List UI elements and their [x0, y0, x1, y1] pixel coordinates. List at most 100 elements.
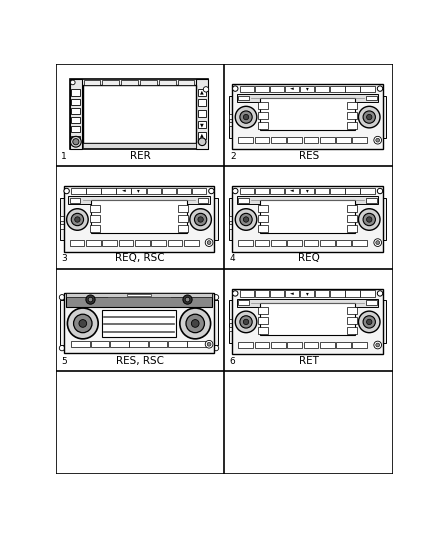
Bar — [71, 117, 80, 123]
Text: ◄: ◄ — [290, 291, 294, 296]
Circle shape — [367, 217, 372, 222]
Bar — [345, 188, 360, 194]
Bar — [336, 239, 351, 246]
Bar — [86, 188, 101, 194]
Bar — [304, 342, 318, 348]
Circle shape — [376, 343, 380, 347]
Bar — [184, 239, 198, 246]
Bar — [229, 224, 232, 229]
Bar — [192, 188, 206, 194]
Bar — [83, 143, 196, 148]
Bar — [70, 198, 81, 203]
Bar — [347, 112, 357, 119]
Circle shape — [358, 311, 380, 333]
Bar — [71, 188, 85, 194]
Text: ◄: ◄ — [122, 189, 125, 193]
Bar — [304, 137, 318, 143]
Circle shape — [233, 188, 238, 193]
Bar — [353, 137, 367, 143]
Circle shape — [86, 295, 95, 304]
Bar — [271, 239, 286, 246]
Circle shape — [240, 213, 252, 225]
Bar — [271, 137, 286, 143]
Bar — [71, 99, 80, 105]
Bar — [360, 188, 374, 194]
Circle shape — [205, 239, 213, 246]
Bar — [187, 341, 206, 348]
Bar — [71, 341, 90, 348]
Text: 1: 1 — [61, 152, 67, 161]
Circle shape — [190, 209, 212, 230]
Text: REQ: REQ — [298, 253, 320, 263]
Circle shape — [358, 209, 380, 230]
Bar — [238, 137, 253, 143]
Bar — [70, 78, 208, 149]
Circle shape — [233, 86, 238, 91]
Bar — [127, 294, 151, 296]
Bar — [64, 293, 215, 353]
Bar — [71, 126, 80, 133]
Bar — [320, 239, 335, 246]
Circle shape — [79, 320, 87, 327]
Bar — [68, 196, 210, 204]
Circle shape — [377, 86, 383, 91]
Circle shape — [233, 290, 238, 296]
Circle shape — [73, 139, 79, 145]
Bar — [237, 299, 378, 306]
Bar — [258, 112, 268, 119]
Circle shape — [376, 241, 380, 245]
Bar — [70, 239, 85, 246]
Bar — [91, 200, 187, 232]
Text: RES: RES — [299, 151, 319, 161]
Circle shape — [74, 314, 92, 333]
Text: ▼: ▼ — [200, 122, 204, 127]
Bar — [360, 290, 374, 296]
Bar — [287, 239, 302, 246]
Text: ▲: ▲ — [200, 90, 204, 94]
Text: RES, RSC: RES, RSC — [116, 356, 164, 366]
Circle shape — [71, 80, 75, 85]
Bar — [353, 239, 367, 246]
Bar — [102, 239, 117, 246]
Circle shape — [185, 297, 190, 302]
Bar — [151, 239, 166, 246]
Bar — [336, 137, 351, 143]
Bar — [117, 188, 131, 194]
Text: ▾: ▾ — [306, 189, 309, 193]
Circle shape — [67, 308, 98, 339]
Bar — [260, 200, 355, 232]
Bar — [383, 95, 386, 138]
Bar — [148, 341, 167, 348]
Circle shape — [71, 136, 81, 147]
Bar — [90, 215, 100, 222]
Bar — [198, 99, 206, 106]
Circle shape — [88, 297, 93, 302]
Bar — [347, 225, 357, 232]
Bar — [159, 80, 176, 85]
Bar — [102, 310, 176, 337]
Bar — [347, 102, 357, 109]
Bar — [285, 188, 299, 194]
Bar — [360, 85, 374, 92]
Bar — [260, 98, 355, 130]
Bar — [71, 90, 80, 95]
Circle shape — [244, 115, 249, 120]
Bar — [102, 80, 119, 85]
Bar — [320, 137, 335, 143]
Bar — [258, 317, 268, 324]
Text: ◄: ◄ — [290, 189, 294, 193]
Bar — [129, 341, 148, 348]
Bar — [347, 215, 357, 222]
Bar — [131, 188, 146, 194]
Text: RER: RER — [130, 151, 151, 161]
Bar — [260, 303, 355, 335]
Bar — [240, 85, 254, 92]
Bar — [255, 85, 269, 92]
Bar — [330, 188, 345, 194]
Circle shape — [235, 106, 257, 128]
Bar — [285, 85, 299, 92]
Bar — [287, 137, 302, 143]
Bar — [178, 205, 188, 212]
Bar — [198, 121, 206, 128]
Bar — [178, 225, 188, 232]
